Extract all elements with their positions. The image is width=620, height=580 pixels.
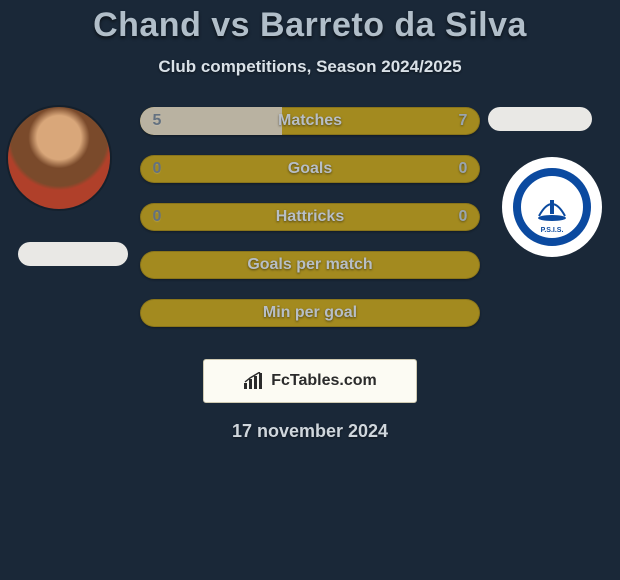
page-date: 17 november 2024: [0, 421, 620, 442]
comparison-area: P.S.I.S. 5 Matches 7 0 Goals 0 0 Hattric…: [0, 107, 620, 337]
stat-row-goals-per-match: Goals per match: [140, 251, 480, 279]
stat-right-value: 7: [446, 112, 480, 130]
stat-right-value: 0: [446, 208, 480, 226]
player-right-avatar: P.S.I.S.: [502, 157, 602, 257]
stat-row-min-per-goal: Min per goal: [140, 299, 480, 327]
stat-label: Goals per match: [140, 256, 480, 274]
stat-row-hattricks: 0 Hattricks 0: [140, 203, 480, 231]
stat-label: Min per goal: [140, 304, 480, 322]
page-subtitle: Club competitions, Season 2024/2025: [0, 57, 620, 77]
player-left-club-badge: [18, 242, 128, 266]
player-left-avatar: [8, 107, 110, 209]
bar-chart-icon: [243, 372, 265, 390]
source-logo-box: FcTables.com: [203, 359, 417, 403]
stat-label: Hattricks: [140, 208, 480, 226]
player-right-club-badge: [488, 107, 592, 131]
club-initials: P.S.I.S.: [541, 227, 564, 234]
stat-row-matches: 5 Matches 7: [140, 107, 480, 135]
source-logo-text: FcTables.com: [271, 372, 377, 390]
club-crest-icon: P.S.I.S.: [513, 168, 591, 246]
stat-bars: 5 Matches 7 0 Goals 0 0 Hattricks 0 Goal…: [140, 107, 480, 327]
stat-label: Matches: [140, 112, 480, 130]
page-title: Chand vs Barreto da Silva: [0, 0, 620, 45]
stat-right-value: 0: [446, 160, 480, 178]
stat-row-goals: 0 Goals 0: [140, 155, 480, 183]
stat-label: Goals: [140, 160, 480, 178]
